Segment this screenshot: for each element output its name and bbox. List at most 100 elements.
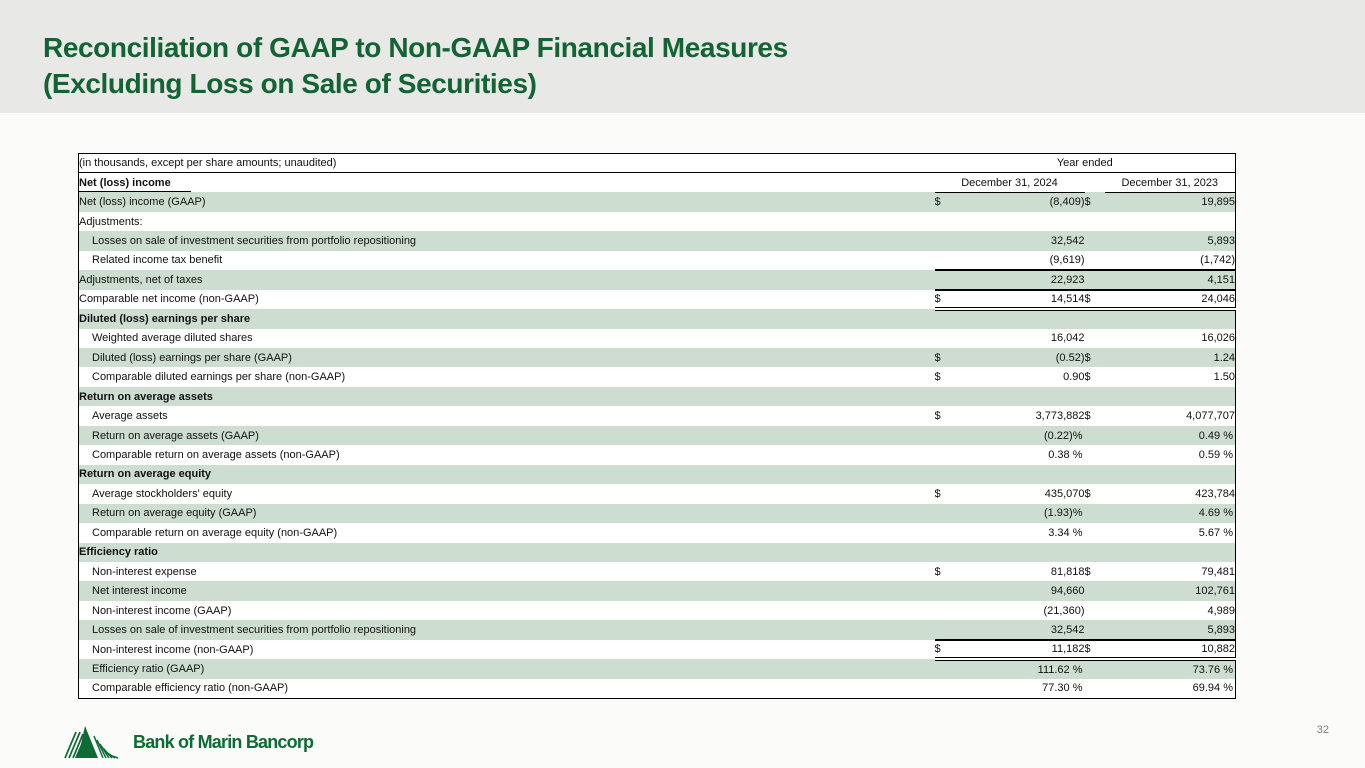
value-2023: 4,151	[1104, 269, 1236, 290]
value-2024: (0.22)%	[954, 425, 1085, 446]
row-label: Weighted average diluted shares	[78, 328, 935, 349]
dollar-sign-2023	[1084, 309, 1105, 329]
dollar-sign-2023	[1084, 464, 1105, 485]
table-row: Net (loss) income (GAAP) $ (8,409) $19,895	[78, 192, 1236, 212]
table-row: Efficiency ratio	[78, 542, 1236, 563]
dollar-sign-2023: $	[1084, 367, 1105, 387]
row-label: Diluted (loss) earnings per share	[78, 309, 935, 329]
value-2024	[954, 309, 1085, 329]
value-2023: 10,882	[1104, 638, 1236, 662]
dollar-sign-2024	[934, 542, 955, 563]
value-2024: 77.30 %	[954, 678, 1085, 699]
value-2024: 435,070	[954, 484, 1085, 504]
dollar-sign-2024: $	[934, 484, 955, 504]
value-2023: 79,481	[1104, 562, 1236, 582]
table-row: Adjustments:	[78, 211, 1236, 232]
dollar-sign-2024: $	[934, 348, 955, 368]
dollar-sign-2023: $	[1084, 484, 1105, 504]
row-label: Efficiency ratio (GAAP)	[78, 659, 935, 679]
row-label: Net (loss) income (GAAP)	[78, 192, 935, 212]
table-row: Comparable net income (non-GAAP) $14,514 $…	[78, 288, 1236, 312]
row-label: Losses on sale of investment securities …	[78, 620, 935, 640]
table-note: (in thousands, except per share amounts;…	[78, 153, 935, 174]
row-label: Diluted (loss) earnings per share (GAAP)	[78, 348, 935, 368]
row-label: Return on average assets (GAAP)	[78, 425, 935, 446]
table-row: Non-interest income (non-GAAP) $11,182 $10…	[78, 638, 1236, 662]
dollar-sign-2023: $	[1084, 348, 1105, 368]
table-body: (in thousands, except per share amounts;…	[78, 153, 1236, 699]
value-2024: (9,619)	[954, 250, 1085, 271]
value-2023: 0.59 %	[1104, 445, 1236, 465]
value-2023	[1104, 464, 1236, 485]
dollar-sign-2024: $	[934, 638, 955, 662]
table-row: Return on average assets	[78, 386, 1236, 407]
row-label: Return on average equity (GAAP)	[78, 503, 935, 524]
dollar-sign-2024	[934, 620, 955, 640]
dollar-sign-2023	[1084, 678, 1105, 699]
row-label: Related income tax benefit	[78, 250, 935, 271]
dollar-sign-2024: $	[934, 367, 955, 387]
column-header-row: Net (loss) income December 31, 2024 Dece…	[78, 172, 1236, 193]
dollar-sign-2024	[934, 678, 955, 699]
table-row: Net interest income 94,660 102,761	[78, 581, 1236, 601]
dollar-sign-2023	[1084, 328, 1105, 349]
dollar-sign-2024	[934, 503, 955, 524]
dollar-sign-2023: $	[1084, 562, 1105, 582]
dollar-sign-2023: $	[1084, 406, 1105, 426]
table-note-row: (in thousands, except per share amounts;…	[78, 153, 1236, 174]
dollar-sign-2023	[1084, 523, 1105, 543]
dollar-sign-2023: $	[1084, 288, 1105, 312]
row-label: Comparable net income (non-GAAP)	[78, 289, 935, 310]
column-header-2024: December 31, 2024	[934, 172, 1085, 193]
value-2024: 94,660	[954, 581, 1085, 601]
table-row: Non-interest expense $81,818 $79,481	[78, 562, 1236, 582]
value-2024: 32,542	[954, 231, 1085, 251]
section-header-net-loss-income: Net (loss) income	[78, 172, 935, 193]
dollar-sign-2023: $	[1084, 192, 1105, 212]
value-2024	[954, 542, 1085, 563]
dollar-sign-2024	[934, 250, 955, 271]
row-label: Non-interest income (non-GAAP)	[78, 639, 935, 660]
mountain-logo-icon	[64, 726, 119, 759]
dollar-sign-2023	[1084, 600, 1105, 621]
table-row: Non-interest income (GAAP) (21,360) 4,989	[78, 600, 1236, 621]
dollar-sign-2023	[1084, 231, 1105, 251]
dollar-sign-2024	[934, 600, 955, 621]
dollar-sign-2023	[1084, 659, 1105, 679]
value-2024	[954, 211, 1085, 232]
row-label: Efficiency ratio	[78, 542, 935, 563]
reconciliation-table-wrap: (in thousands, except per share amounts;…	[78, 153, 1236, 699]
value-2023: 5.67 %	[1104, 523, 1236, 543]
value-2024: 0.38 %	[954, 445, 1085, 465]
value-2024: 22,923	[954, 269, 1085, 290]
value-2024: (8,409)	[954, 192, 1085, 212]
row-label: Comparable return on average assets (non…	[78, 445, 935, 465]
value-2024: 0.90	[954, 367, 1085, 387]
dollar-sign-2023	[1084, 386, 1105, 407]
page-title-line1: Reconciliation of GAAP to Non-GAAP Finan…	[43, 32, 788, 63]
row-label: Average stockholders' equity	[78, 484, 935, 504]
row-label: Comparable efficiency ratio (non-GAAP)	[78, 678, 935, 699]
value-2023: 0.49 %	[1104, 425, 1236, 446]
table-row: Related income tax benefit (9,619) (1,742)	[78, 250, 1236, 271]
value-2023: (1,742)	[1104, 250, 1236, 271]
dollar-sign-2023	[1084, 211, 1105, 232]
value-2023	[1104, 386, 1236, 407]
title-band	[0, 0, 1365, 113]
row-label: Net interest income	[78, 581, 935, 601]
value-2023: 4,077,707	[1104, 406, 1236, 426]
dollar-sign-2023	[1084, 269, 1105, 290]
row-label: Return on average equity	[78, 464, 935, 485]
page-number: 32	[1316, 724, 1329, 736]
dollar-sign-2024	[934, 523, 955, 543]
row-label: Non-interest income (GAAP)	[78, 600, 935, 621]
table-row: Comparable return on average equity (non…	[78, 523, 1236, 543]
value-2023: 24,046	[1104, 288, 1236, 312]
dollar-sign-2024	[934, 231, 955, 251]
value-2024: (0.52)	[954, 348, 1085, 368]
value-2023: 1.50	[1104, 367, 1236, 387]
table-row: Adjustments, net of taxes 22,923 4,151	[78, 269, 1236, 290]
dollar-sign-2023	[1084, 445, 1105, 465]
value-2023: 423,784	[1104, 484, 1236, 504]
